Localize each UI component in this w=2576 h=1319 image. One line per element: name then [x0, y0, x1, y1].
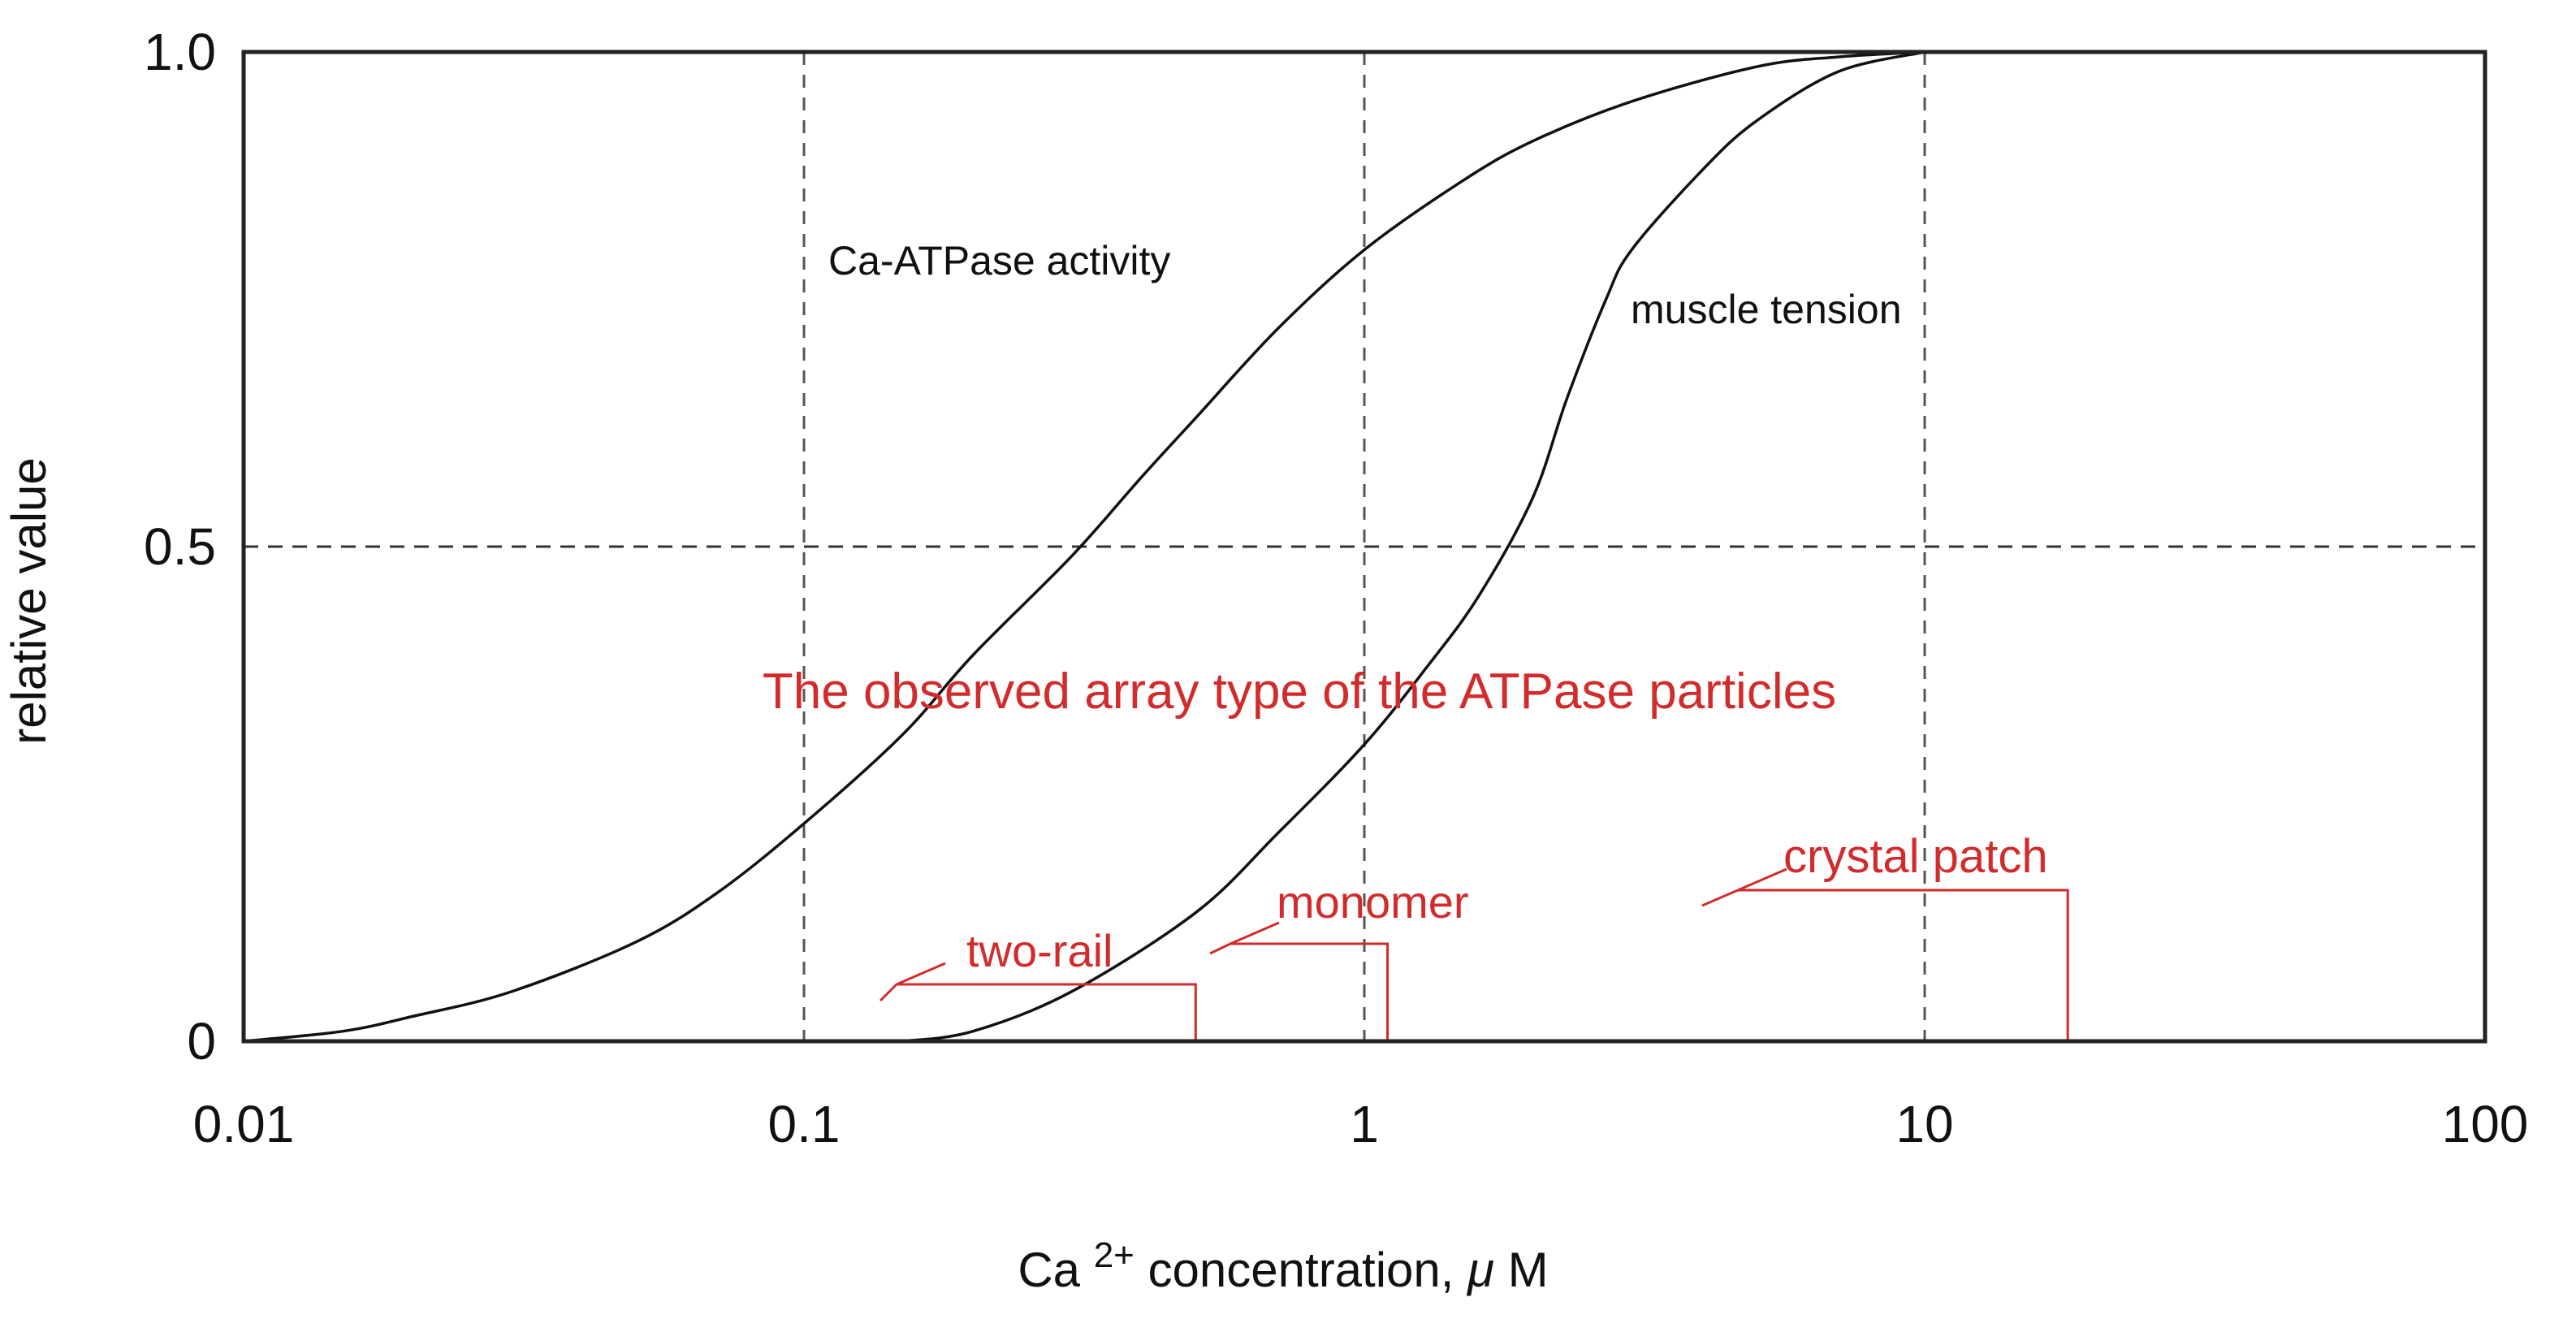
array-marker-tick-monomer [1230, 921, 1280, 945]
x-axis-label-suffix: M [1508, 1243, 1549, 1297]
plot-frame [241, 50, 2487, 1044]
y-tick-label: 0 [187, 1012, 216, 1070]
x-axis-label: Ca 2+ concentration, μ M [1018, 1223, 1548, 1297]
y-axis-label: relative value [2, 457, 56, 745]
x-axis-label-middle: concentration, [1148, 1243, 1468, 1297]
array-marker-pointer-crystal-patch [1701, 889, 1739, 907]
array-marker-two-rail [897, 983, 1197, 1041]
x-tick-label: 0.01 [193, 1095, 295, 1153]
series-lines [243, 50, 1926, 1043]
tick-labels: 0.01 0.1 1 10 100 0 0.5 1.0 [144, 23, 2528, 1153]
array-marker-pointer-two-rail [879, 983, 898, 1002]
x-axis-label-superscript: 2+ [1094, 1235, 1135, 1275]
series-line-atpase-activity [243, 50, 1926, 1043]
array-marker-tick-crystal-patch [1737, 867, 1787, 892]
y-tick-label: 0.5 [144, 517, 216, 576]
array-marker-pointer-monomer [1209, 942, 1231, 955]
x-axis-label-mu: μ [1466, 1243, 1494, 1297]
reference-lines [244, 52, 2485, 1041]
annotation-title: The observed array type of the ATPase pa… [763, 664, 1836, 720]
array-marker-label-monomer: monomer [1277, 876, 1469, 928]
array-annotations: two-rail monomer crystal patch [879, 830, 2069, 1041]
x-tick-label: 0.1 [768, 1095, 841, 1153]
array-marker-monomer [1230, 942, 1390, 1041]
array-marker-crystal-patch [1738, 889, 2069, 1041]
curve-label-atpase: Ca-ATPase activity [828, 238, 1170, 283]
x-axis-label-prefix: Ca [1018, 1243, 1080, 1297]
x-tick-label: 1 [1350, 1095, 1379, 1153]
array-marker-tick-two-rail [896, 962, 946, 986]
curve-label-tension: muscle tension [1631, 287, 1902, 332]
y-tick-label: 1.0 [144, 23, 216, 81]
array-marker-label-crystal-patch: crystal patch [1783, 830, 2048, 883]
x-tick-label: 10 [1895, 1095, 1953, 1153]
array-marker-label-two-rail: two-rail [966, 925, 1113, 976]
series-line-muscle-tension [902, 50, 1926, 1043]
x-tick-label: 100 [2442, 1095, 2529, 1153]
